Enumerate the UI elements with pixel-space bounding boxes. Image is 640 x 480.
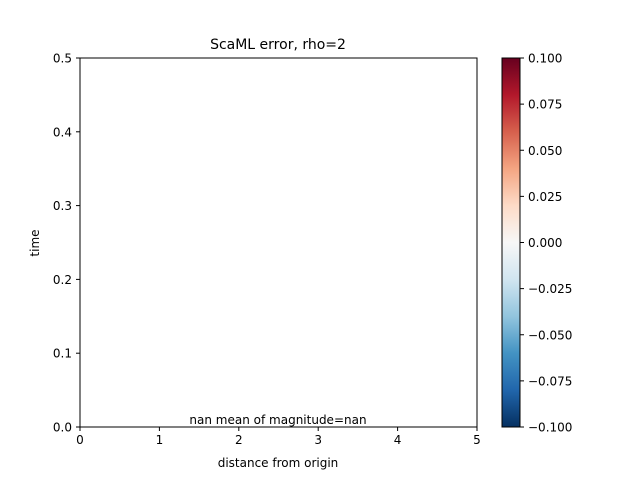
colorbar-tick-label: 0.025 (528, 190, 562, 204)
y-tick-label: 0.2 (53, 273, 72, 287)
y-axis-label: time (28, 229, 42, 256)
x-tick-label: 4 (394, 433, 402, 447)
colorbar-tick-label: 0.000 (528, 236, 562, 250)
y-axis: 0.0 0.1 0.2 0.3 0.4 0.5 (53, 52, 80, 435)
colorbar-tick-label: −0.025 (528, 282, 572, 296)
x-tick-label: 1 (156, 433, 164, 447)
colorbar-tick-label: −0.075 (528, 374, 572, 388)
chart-title: ScaML error, rho=2 (210, 37, 346, 53)
colorbar-tick-label: 0.100 (528, 52, 562, 66)
colorbar (501, 57, 521, 428)
colorbar-tick-label: −0.100 (528, 421, 572, 435)
colorbar-tick-label: 0.050 (528, 144, 562, 158)
y-tick-label: 0.3 (53, 199, 72, 213)
y-tick-label: 0.0 (53, 421, 72, 435)
x-tick-label: 0 (76, 433, 84, 447)
plot-area (79, 57, 478, 428)
colorbar-tick-label: −0.050 (528, 328, 572, 342)
x-tick-label: 3 (314, 433, 322, 447)
x-tick-label: 5 (473, 433, 481, 447)
colorbar-axis: −0.100 −0.075 −0.050 −0.025 0.000 0.025 0.050 0… (520, 52, 572, 435)
y-tick-label: 0.1 (53, 347, 72, 361)
colorbar-tick-label: 0.075 (528, 98, 562, 112)
y-tick-label: 0.4 (53, 125, 72, 139)
x-axis: 0 1 2 3 4 5 (76, 427, 481, 447)
annotation-text: nan mean of magnitude=nan (189, 413, 366, 427)
x-axis-label: distance from origin (218, 456, 339, 470)
y-tick-label: 0.5 (53, 52, 72, 66)
x-tick-label: 2 (235, 433, 243, 447)
